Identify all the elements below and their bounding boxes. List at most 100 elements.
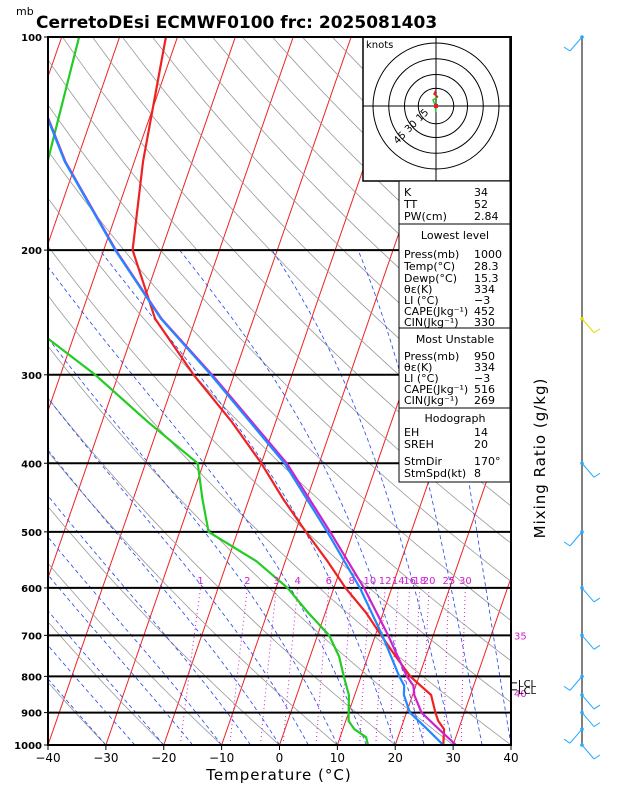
hb-stmdir-label: StmDir [404,455,443,468]
mixing-ratio-label: 4 [295,576,301,587]
mu-cin-label: CIN(Jkg⁻¹) [404,394,459,407]
isotherm-line [48,37,178,413]
hb-stmspd-value: 8 [474,467,481,480]
wind-barb-staff [569,531,583,547]
ll-press-label: Press(mb) [404,248,459,261]
mixing-ratio-label: 25 [443,576,456,587]
mu-thetae-label: θε(K) [404,361,432,374]
wind-barb-flag [593,644,601,650]
wind-barb-staff [581,318,595,334]
wind-barb-staff [581,587,595,603]
ll-cape-value: 452 [474,305,495,318]
x-tick-label: −10 [209,751,234,765]
indices-panel: K 34 TT 52 PW(cm) 2.84 Lowest level Pres… [398,180,511,483]
index-pw-value: 2.84 [474,210,499,223]
moist-adiabat-line [48,644,136,745]
x-tick-label: 10 [330,751,345,765]
y-tick-label: 900 [21,709,42,720]
hb-stmdir-value: 170° [474,455,501,468]
y-tick-label: 200 [21,246,42,257]
wind-barb-flag [593,754,601,760]
wind-barb [580,633,601,650]
dry-adiabat-line [92,37,511,471]
mu-cin-value: 269 [474,394,495,407]
wind-barb [563,530,584,547]
wind-barb-staff [581,694,595,710]
pressure-unit-label: mb [16,5,34,18]
hb-eh-value: 14 [474,426,488,439]
wind-barb [580,586,601,603]
wind-barb-flag [563,541,571,547]
ll-cin-label: CIN(Jkg⁻¹) [404,316,459,329]
mixing-ratio-label: 30 [459,576,472,587]
lowest-level-title: Lowest level [421,229,489,242]
x-tick-label: −40 [35,751,60,765]
wind-barb-staff [581,462,595,478]
ll-thetae-label: θε(K) [404,283,432,296]
wind-barb-staff [581,635,595,650]
x-tick-label: −30 [93,751,118,765]
index-k-value: 34 [474,186,488,199]
x-tick-label: −20 [151,751,176,765]
series-line-parcel [48,116,445,745]
ll-thetae-value: 334 [474,283,495,296]
dry-adiabat-line [48,505,280,745]
wind-barb-flag [593,722,601,728]
wind-barb-staff [569,728,583,744]
y-tick-label: 300 [21,371,42,382]
dry-adiabat-line [48,104,511,582]
index-tt-label: TT [403,198,418,211]
wind-barb [580,461,601,478]
index-tt-value: 52 [474,198,488,211]
x-tick-label: 20 [388,751,403,765]
y-tick-label: 1000 [14,741,42,752]
wind-barb-staff [569,36,583,52]
lcl-label: LCL [518,686,537,697]
dry-adiabat-line [48,245,511,703]
hodograph-trace-high [433,89,439,98]
mu-thetae-value: 334 [474,361,495,374]
dry-adiabat-line [48,681,107,745]
ll-temp-value: 28.3 [474,260,499,273]
wind-barb-flag [563,685,571,691]
wind-barb [580,710,601,728]
x-tick-label: 30 [445,751,460,765]
hb-sreh-value: 20 [474,438,488,451]
dry-adiabat-line [48,294,511,745]
mu-press-value: 950 [474,350,495,363]
mixing-ratio-label: 20 [423,576,436,587]
hb-sreh-label: SREH [404,438,434,451]
moist-adiabat-line [48,678,107,745]
wind-barb-flag [593,328,601,334]
ll-dewp-value: 15.3 [474,272,499,285]
mu-press-label: Press(mb) [404,350,459,363]
mu-li-label: LI (°C) [404,372,439,385]
lcl-label: LCL [518,679,537,690]
wind-barb [580,743,601,760]
dry-adiabat-line [122,37,511,435]
wind-barb [563,674,584,691]
mixing-ratio-label: 14 [392,576,405,587]
ll-temp-label: Temp(°C) [403,260,455,273]
dry-adiabat-line [48,345,454,745]
most-unstable-title: Most Unstable [416,333,495,346]
dry-adiabat-line [48,59,511,544]
x-axis-title: Temperature (°C) [205,766,351,784]
series-line-dewpoint [48,37,370,745]
dry-adiabat-line [48,451,338,745]
hb-stmspd-label: StmSpd(kt) [404,467,466,480]
wind-barb [580,316,601,334]
isotherm-line [48,37,121,246]
moist-adiabat-line [48,337,338,745]
y-tick-label: 800 [21,672,42,683]
ll-cin-value: 330 [474,316,495,329]
y-tick-label: 500 [21,528,42,539]
x-tick-label: 0 [276,751,284,765]
dry-adiabat-line [48,397,396,745]
mixing-ratio-label: 6 [326,576,332,587]
ll-li-value: −3 [474,294,490,307]
wind-barb-staff [581,744,595,760]
mixing-ratio-label: 3 [273,576,279,587]
